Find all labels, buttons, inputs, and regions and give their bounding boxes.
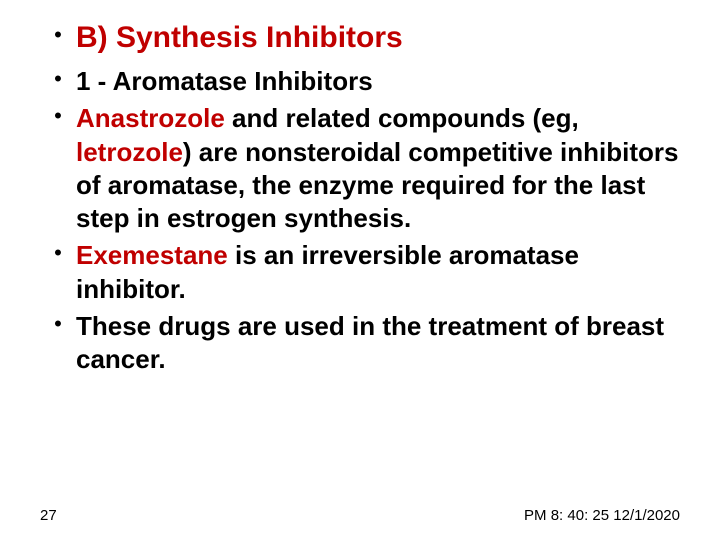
list-item: • Exemestane is an irreversible aromatas… (40, 239, 680, 306)
bullet-list: • B) Synthesis Inhibitors • 1 - Aromatas… (40, 18, 680, 376)
title-row: • B) Synthesis Inhibitors (40, 18, 680, 57)
bullet-dot-icon: • (40, 18, 76, 51)
slide-footer: 27 PM 8: 40: 25 12/1/2020 (0, 507, 720, 524)
timestamp: PM 8: 40: 25 12/1/2020 (524, 507, 680, 524)
page-number: 27 (40, 507, 57, 524)
slide-title: B) Synthesis Inhibitors (76, 18, 403, 57)
bullet-dot-icon: • (40, 310, 76, 339)
bullet-dot-icon: • (40, 102, 76, 131)
highlight-term: Exemestane (76, 240, 228, 270)
bullet-dot-icon: • (40, 65, 76, 94)
item-text: 1 - Aromatase Inhibitors (76, 65, 373, 98)
item-text: Exemestane is an irreversible aromatase … (76, 239, 680, 306)
list-item: • Anastrozole and related compounds (eg,… (40, 102, 680, 235)
list-item: • 1 - Aromatase Inhibitors (40, 65, 680, 98)
highlight-term: letrozole (76, 137, 183, 167)
item-text: Anastrozole and related compounds (eg, l… (76, 102, 680, 235)
text-segment: and related compounds (eg, (225, 103, 579, 133)
highlight-term: Anastrozole (76, 103, 225, 133)
item-text: These drugs are used in the treatment of… (76, 310, 680, 377)
bullet-dot-icon: • (40, 239, 76, 268)
slide: • B) Synthesis Inhibitors • 1 - Aromatas… (0, 0, 720, 540)
list-item: • These drugs are used in the treatment … (40, 310, 680, 377)
